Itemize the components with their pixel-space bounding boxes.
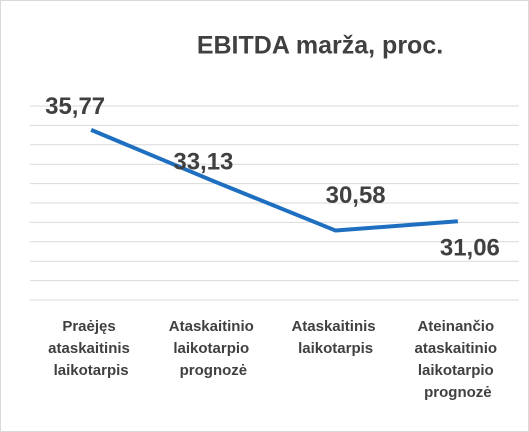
chart-title: EBITDA marža, proc. bbox=[197, 32, 443, 60]
x-tick-label: Praėjęs ataskaitinis laikotarpis bbox=[48, 318, 134, 379]
x-tick-label: Ateinančio ataskaitinio laikotarpio prog… bbox=[415, 318, 502, 401]
data-label: 33,13 bbox=[173, 148, 233, 175]
data-label: 31,06 bbox=[440, 235, 500, 262]
x-tick-label: Ataskaitinis laikotarpis bbox=[291, 318, 379, 357]
data-label: 30,58 bbox=[326, 182, 386, 209]
series-line bbox=[90, 128, 459, 233]
data-label: 35,77 bbox=[45, 93, 105, 120]
x-tick-label: Ataskaitinio laikotarpio prognozė bbox=[169, 318, 258, 379]
